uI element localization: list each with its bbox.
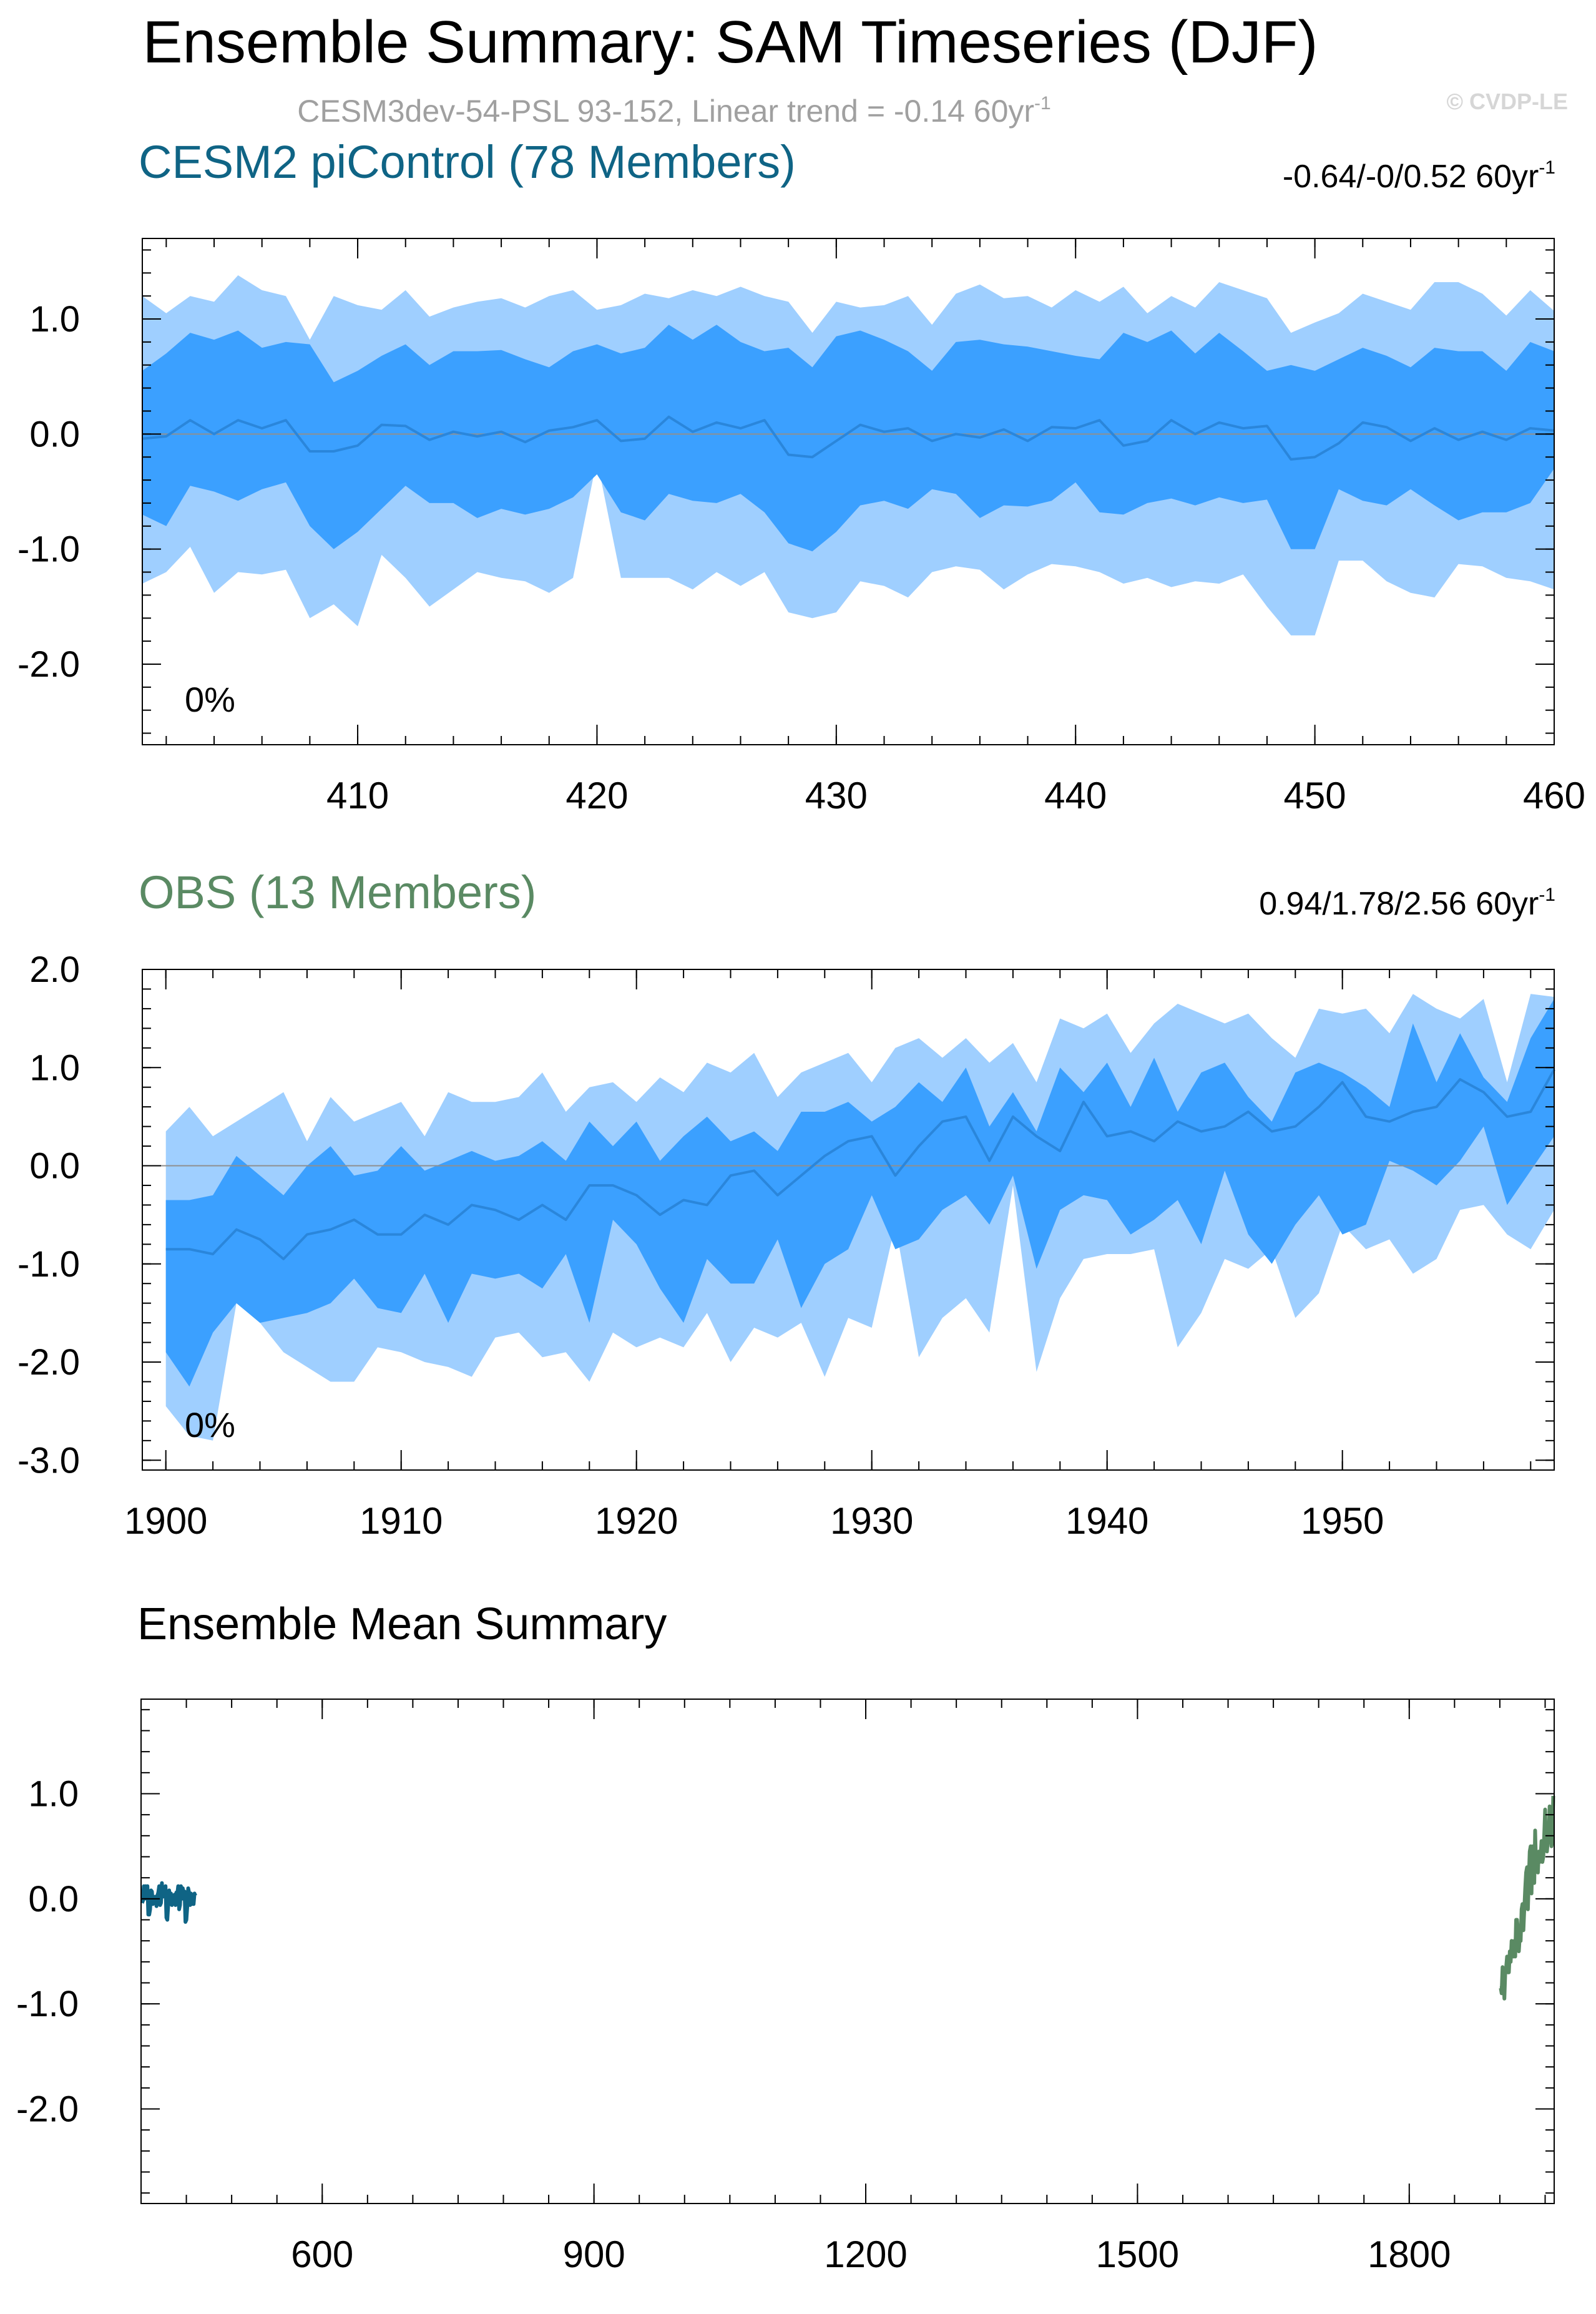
ensemble-mean-line [165, 1069, 1555, 1260]
x-tick-label: 1200 [824, 2233, 907, 2275]
plot-frame [142, 238, 1555, 745]
panel3-title: Ensemble Mean Summary [137, 1599, 667, 1649]
plot-frame [140, 1699, 1555, 2204]
watermark: © CVDP-LE [1446, 89, 1568, 114]
y-tick-label: 0.0 [29, 414, 80, 454]
panel3-plot: 600 900 1200 1500 1800 1.0 0.0 -1.0 -2.0 [16, 1699, 1555, 2275]
panel1-plot: 410 420 430 440 450 460 1.0 0.0 -1.0 -2.0 0% [17, 238, 1585, 816]
y-tick-label: -2.0 [16, 2089, 79, 2130]
y-tick-label: 0.0 [29, 1146, 80, 1187]
x-tick-label: 1800 [1368, 2233, 1451, 2275]
y-tick-label: 2.0 [29, 949, 80, 990]
panel1-title: CESM2 piControl (78 Members) [139, 136, 796, 188]
percent-label: 0% [185, 680, 235, 719]
x-tick-label: 440 [1044, 775, 1107, 816]
ensemble-mean-line [142, 415, 1555, 461]
y-tick-label: -3.0 [17, 1440, 80, 1481]
panel2-plot: 1900 1910 1920 1930 1940 1950 2.0 1.0 0.0 -1.0 -2.… [17, 949, 1555, 1542]
figure-title: Ensemble Summary: SAM Timeseries (DJF) [142, 9, 1318, 76]
y-tick-label: -1.0 [17, 1244, 80, 1285]
x-tick-label: 1920 [595, 1500, 678, 1542]
x-tick-label: 430 [805, 775, 868, 816]
y-tick-label: 0.0 [28, 1879, 79, 1919]
x-tick-label: 1930 [830, 1500, 913, 1542]
inner-range-band [142, 325, 1554, 552]
x-tick-label: 1500 [1096, 2233, 1179, 2275]
y-tick-label: -1.0 [16, 1984, 79, 2024]
x-tick-label: 900 [563, 2233, 625, 2275]
panel2-title: OBS (13 Members) [139, 866, 536, 918]
plot-frame [142, 969, 1555, 1471]
x-tick-label: 460 [1523, 775, 1585, 816]
x-tick-label: 410 [326, 775, 389, 816]
x-tick-label: 1950 [1301, 1500, 1384, 1542]
ensemble-mean-series-1 [140, 1881, 197, 1924]
x-tick-label: 420 [565, 775, 628, 816]
inner-range-band [165, 999, 1555, 1387]
ensemble-mean-series-2 [1499, 1795, 1555, 2001]
panel1-trend-label: -0.64/-0/0.52 60yr-1 [1283, 157, 1555, 195]
panel2-trend-label: 0.94/1.78/2.56 60yr-1 [1259, 885, 1555, 922]
x-tick-label: 600 [291, 2233, 353, 2275]
percent-label: 0% [185, 1405, 235, 1444]
figure-subtitle: CESM3dev-54-PSL 93-152, Linear trend = -… [297, 93, 1050, 129]
y-tick-label: -1.0 [17, 529, 80, 570]
x-tick-label: 450 [1284, 775, 1346, 816]
y-tick-label: 1.0 [28, 1774, 79, 1815]
y-tick-label: 1.0 [29, 299, 80, 340]
x-tick-label: 1940 [1065, 1500, 1148, 1542]
x-tick-label: 1900 [124, 1500, 207, 1542]
y-tick-label: 1.0 [29, 1047, 80, 1088]
x-tick-label: 1910 [360, 1500, 443, 1542]
y-tick-label: -2.0 [17, 644, 80, 685]
y-tick-label: -2.0 [17, 1342, 80, 1383]
